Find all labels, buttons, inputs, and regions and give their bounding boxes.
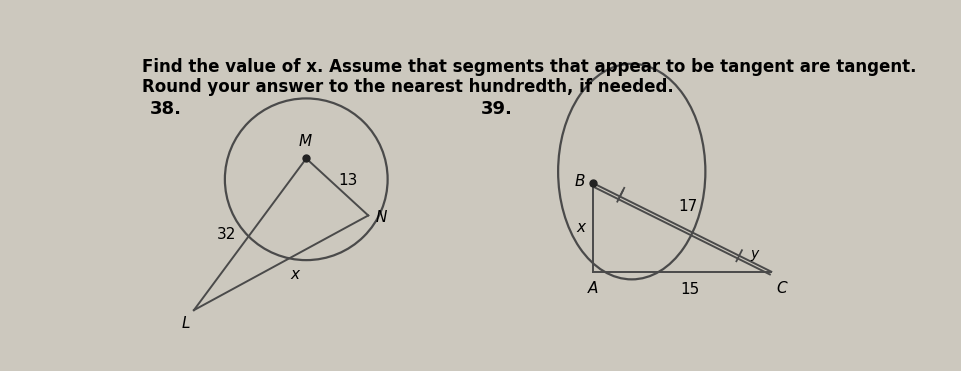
Text: L: L	[182, 316, 190, 331]
Text: x: x	[576, 220, 584, 235]
Text: M: M	[298, 134, 311, 149]
Text: 38.: 38.	[150, 100, 182, 118]
Text: B: B	[574, 174, 584, 189]
Text: C: C	[776, 281, 786, 296]
Text: 15: 15	[679, 282, 699, 298]
Text: 32: 32	[216, 227, 235, 242]
Text: y: y	[750, 247, 757, 261]
Text: Find the value of x. Assume that segments that appear to be tangent are tangent.: Find the value of x. Assume that segment…	[142, 58, 916, 76]
Text: x: x	[290, 267, 299, 282]
Text: 17: 17	[678, 199, 697, 214]
Text: A: A	[587, 281, 598, 296]
Text: 13: 13	[338, 173, 357, 188]
Text: Round your answer to the nearest hundredth, if needed.: Round your answer to the nearest hundred…	[142, 78, 673, 96]
Text: N: N	[376, 210, 387, 224]
Text: 39.: 39.	[480, 100, 512, 118]
